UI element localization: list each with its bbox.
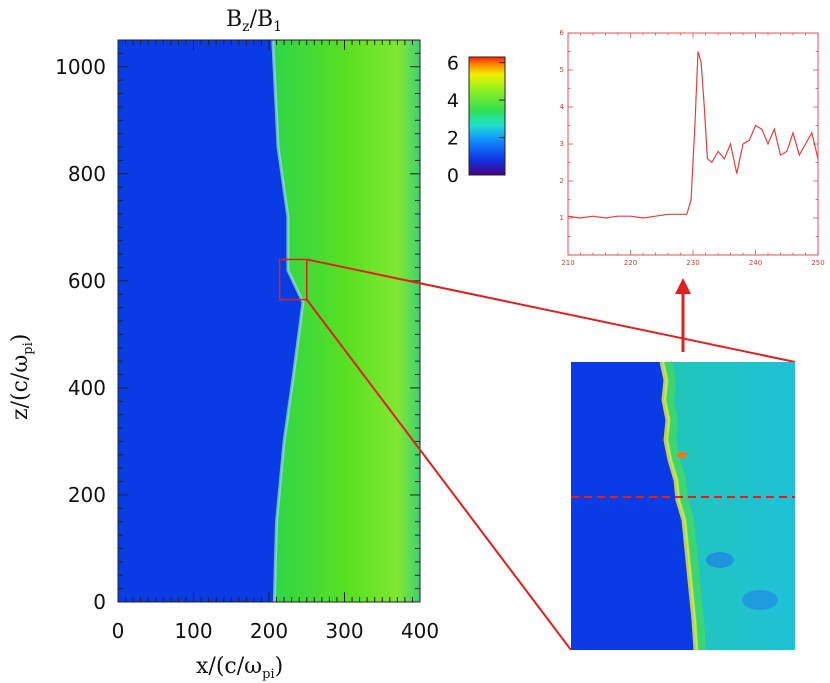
line-x-tick-label: 250 [811,259,824,267]
y-tick-label: 400 [68,376,106,400]
colorbar: 0 2 4 6 [447,53,506,187]
shock-front-line [271,39,305,603]
zoom-blue-patch-2 [742,590,778,610]
y-axis-label: z/(c/ωpi) [8,334,36,420]
colorbar-tick-label: 6 [447,53,459,75]
y-axis-ticks: 0 200 400 600 800 1000 [55,39,420,614]
line-plot-ticks: 210 220 230 240 250 1 2 3 4 5 6 [560,29,825,267]
x-tick-label: 100 [174,619,212,643]
line-y-tick-label: 1 [560,214,564,222]
arrow-up [675,278,691,352]
zoom-inset [571,361,795,651]
colorbar-tick-label: 0 [447,165,459,187]
line-y-tick-label: 4 [560,103,565,111]
zoom-box [278,258,308,301]
line-x-tick-label: 240 [749,259,762,267]
main-heatmap: 0 100 200 300 400 0 200 400 600 800 1000 [55,39,439,643]
connector-top [306,258,796,363]
line-x-tick-label: 210 [561,259,574,267]
connector-bottom [305,298,572,651]
zoom-front-glow [664,361,706,651]
colorbar-tick-label: 2 [447,128,459,150]
x-tick-label: 300 [325,619,363,643]
x-tick-label: 400 [401,619,439,643]
x-axis-ticks: 0 100 200 300 400 [112,40,439,643]
zoom-blue-patch [706,552,734,568]
x-axis-label: x/(c/ωpi) [196,654,283,682]
colorbar-tick-label: 4 [447,90,459,112]
x-tick-label: 200 [250,619,288,643]
zoom-hotspot [677,452,687,458]
line-y-tick-label: 5 [560,66,564,74]
line-y-tick-label: 6 [560,29,565,37]
chart-title: Bz/B1 [226,7,282,35]
line-plot-frame [567,32,819,256]
colorbar-ticks: 0 2 4 6 [447,53,505,187]
line-x-tick-label: 220 [624,259,637,267]
line-profile-inset: 210 220 230 240 250 1 2 3 4 5 6 [560,29,825,267]
y-tick-label: 600 [68,269,106,293]
y-tick-label: 800 [68,162,106,186]
shocked-region [272,40,420,602]
line-y-tick-label: 3 [560,140,564,148]
colorbar-gradient [468,56,506,176]
y-tick-label: 1000 [55,55,106,79]
y-tick-label: 0 [93,590,106,614]
line-y-tick-label: 2 [560,177,564,185]
line-x-tick-label: 230 [686,259,699,267]
zoom-connectors [305,258,796,651]
profile-line [567,51,819,219]
x-tick-label: 0 [112,619,125,643]
y-tick-label: 200 [68,483,106,507]
zoom-front-band [659,361,699,651]
